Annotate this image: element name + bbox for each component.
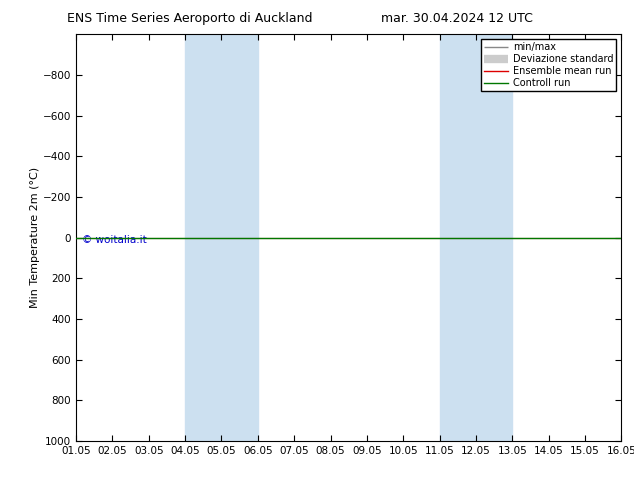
Text: ENS Time Series Aeroporto di Auckland: ENS Time Series Aeroporto di Auckland: [67, 12, 313, 25]
Y-axis label: Min Temperature 2m (°C): Min Temperature 2m (°C): [30, 167, 40, 308]
Text: © woitalia.it: © woitalia.it: [82, 235, 146, 245]
Legend: min/max, Deviazione standard, Ensemble mean run, Controll run: min/max, Deviazione standard, Ensemble m…: [481, 39, 616, 91]
Bar: [439, 34, 512, 441]
Bar: [185, 34, 258, 441]
Text: mar. 30.04.2024 12 UTC: mar. 30.04.2024 12 UTC: [380, 12, 533, 25]
